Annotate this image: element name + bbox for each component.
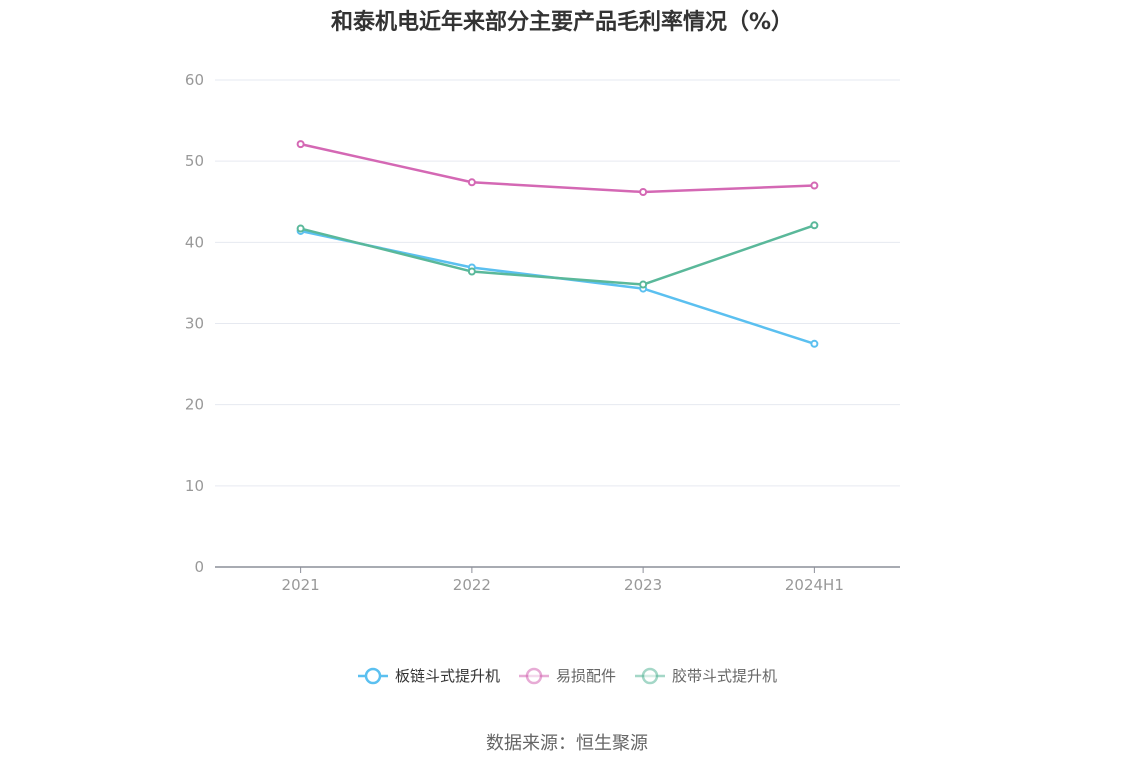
- legend-marker-icon: [518, 667, 549, 684]
- x-tick-label: 2022: [453, 576, 491, 594]
- legend: 板链斗式提升机 易损配件 胶带斗式提升机: [0, 665, 1134, 686]
- data-point-s3-1: [296, 224, 305, 233]
- chart-title: 和泰机电近年来部分主要产品毛利率情况（%）: [330, 10, 794, 35]
- y-tick-label: 60: [185, 71, 204, 89]
- y-tick-label: 10: [185, 477, 204, 495]
- legend-item-1[interactable]: 板链斗式提升机: [357, 665, 500, 686]
- legend-label: 板链斗式提升机: [394, 667, 500, 685]
- data-point-s3-3: [639, 280, 648, 289]
- y-tick-label: 0: [194, 558, 204, 576]
- y-tick-label: 40: [185, 233, 204, 251]
- y-tick-label: 30: [185, 315, 204, 333]
- data-point-s2-4: [810, 181, 819, 190]
- data-point-s3-2: [467, 267, 476, 276]
- legend-label: 胶带斗式提升机: [672, 667, 778, 685]
- legend-item-3[interactable]: 胶带斗式提升机: [634, 665, 777, 686]
- y-tick-label: 20: [185, 396, 204, 414]
- data-point-s2-1: [296, 140, 305, 149]
- x-tick-label: 2024H1: [785, 576, 844, 594]
- x-tick-label: 2021: [282, 576, 320, 594]
- x-tick-label: 2023: [624, 576, 662, 594]
- series-line-3: [300, 224, 815, 286]
- legend-item-2[interactable]: 易损配件: [518, 665, 616, 686]
- y-tick-label: 50: [185, 152, 204, 170]
- legend-marker-icon: [635, 667, 665, 684]
- series-line-2: [300, 142, 815, 194]
- legend-marker-icon: [357, 667, 388, 684]
- data-point-s1-4: [810, 339, 819, 348]
- data-point-s2-3: [639, 188, 648, 197]
- data-point-s3-4: [810, 221, 819, 230]
- line-chart: 0 10 20 30 40 50 60 2021 2022 2023 2024H1: [185, 71, 900, 594]
- legend-label: 易损配件: [555, 667, 616, 685]
- data-point-s2-2: [467, 178, 476, 187]
- source-note: 数据来源：恒生聚源: [486, 733, 648, 754]
